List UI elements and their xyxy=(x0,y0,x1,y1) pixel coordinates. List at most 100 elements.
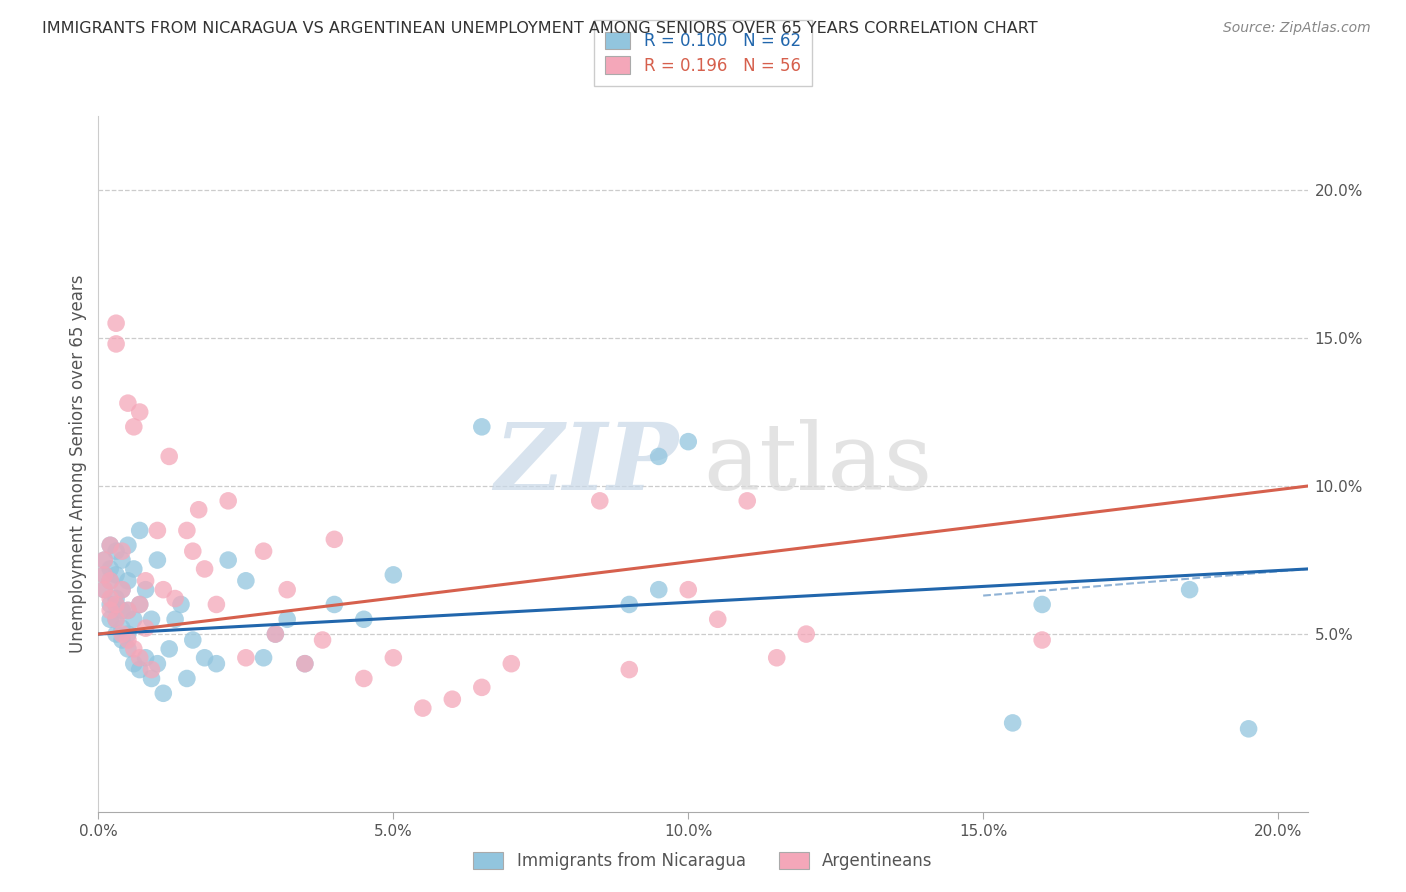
Point xyxy=(706,612,728,626)
Point xyxy=(105,337,128,351)
Point xyxy=(128,598,150,612)
Text: ZIP: ZIP xyxy=(495,419,679,508)
Point xyxy=(1031,632,1053,647)
Point xyxy=(205,598,228,612)
Point xyxy=(217,493,239,508)
Point xyxy=(105,598,128,612)
Point xyxy=(117,574,139,588)
Point xyxy=(146,553,169,567)
Point xyxy=(181,632,204,647)
Point xyxy=(152,582,174,597)
Point xyxy=(323,533,346,547)
Point xyxy=(105,612,128,626)
Point xyxy=(93,582,115,597)
Point xyxy=(128,405,150,419)
Point xyxy=(146,657,169,671)
Point xyxy=(311,632,333,647)
Point xyxy=(264,627,287,641)
Point xyxy=(276,612,298,626)
Point xyxy=(141,612,163,626)
Point xyxy=(135,650,157,665)
Point xyxy=(117,396,139,410)
Point xyxy=(122,657,145,671)
Point xyxy=(794,627,817,641)
Point xyxy=(111,544,134,558)
Point xyxy=(471,420,494,434)
Point xyxy=(111,582,134,597)
Point xyxy=(135,621,157,635)
Point xyxy=(176,672,198,686)
Point xyxy=(194,562,217,576)
Point xyxy=(117,641,139,656)
Text: Source: ZipAtlas.com: Source: ZipAtlas.com xyxy=(1223,21,1371,36)
Point xyxy=(98,612,121,626)
Point xyxy=(176,524,198,538)
Point xyxy=(135,574,157,588)
Point xyxy=(98,562,121,576)
Point xyxy=(93,567,115,582)
Point xyxy=(98,574,121,588)
Point xyxy=(165,612,187,626)
Point xyxy=(111,627,134,641)
Point xyxy=(105,591,128,606)
Point xyxy=(141,663,163,677)
Point xyxy=(105,598,128,612)
Legend: R = 0.100   N = 62, R = 0.196   N = 56: R = 0.100 N = 62, R = 0.196 N = 56 xyxy=(593,20,813,87)
Point xyxy=(471,681,494,695)
Point xyxy=(111,582,134,597)
Point xyxy=(111,553,134,567)
Point xyxy=(165,591,187,606)
Point xyxy=(128,663,150,677)
Point xyxy=(441,692,464,706)
Point xyxy=(111,603,134,617)
Point xyxy=(187,502,209,516)
Point xyxy=(122,641,145,656)
Point xyxy=(382,567,405,582)
Point xyxy=(735,493,758,508)
Point xyxy=(678,434,700,449)
Point xyxy=(105,627,128,641)
Point xyxy=(205,657,228,671)
Point xyxy=(619,598,641,612)
Point xyxy=(93,553,115,567)
Point xyxy=(128,524,150,538)
Point xyxy=(181,544,204,558)
Point xyxy=(122,612,145,626)
Point xyxy=(1031,598,1053,612)
Point xyxy=(98,598,121,612)
Point xyxy=(678,582,700,597)
Point xyxy=(105,316,128,330)
Point xyxy=(648,450,671,464)
Point xyxy=(117,627,139,641)
Point xyxy=(294,657,316,671)
Point xyxy=(412,701,434,715)
Text: atlas: atlas xyxy=(703,419,932,508)
Point xyxy=(111,632,134,647)
Point xyxy=(141,672,163,686)
Point xyxy=(105,612,128,626)
Point xyxy=(765,650,787,665)
Point xyxy=(105,544,128,558)
Point xyxy=(264,627,287,641)
Point xyxy=(1237,722,1260,736)
Point xyxy=(619,663,641,677)
Point xyxy=(157,450,180,464)
Point xyxy=(98,538,121,552)
Point xyxy=(323,598,346,612)
Point xyxy=(93,582,115,597)
Point xyxy=(353,612,375,626)
Point xyxy=(648,582,671,597)
Point xyxy=(117,603,139,617)
Point xyxy=(117,603,139,617)
Point xyxy=(235,574,257,588)
Point xyxy=(353,672,375,686)
Point xyxy=(128,598,150,612)
Point xyxy=(111,621,134,635)
Point xyxy=(194,650,217,665)
Point xyxy=(235,650,257,665)
Point xyxy=(98,574,121,588)
Point xyxy=(252,544,274,558)
Legend: Immigrants from Nicaragua, Argentineans: Immigrants from Nicaragua, Argentineans xyxy=(467,845,939,877)
Point xyxy=(117,538,139,552)
Point xyxy=(117,632,139,647)
